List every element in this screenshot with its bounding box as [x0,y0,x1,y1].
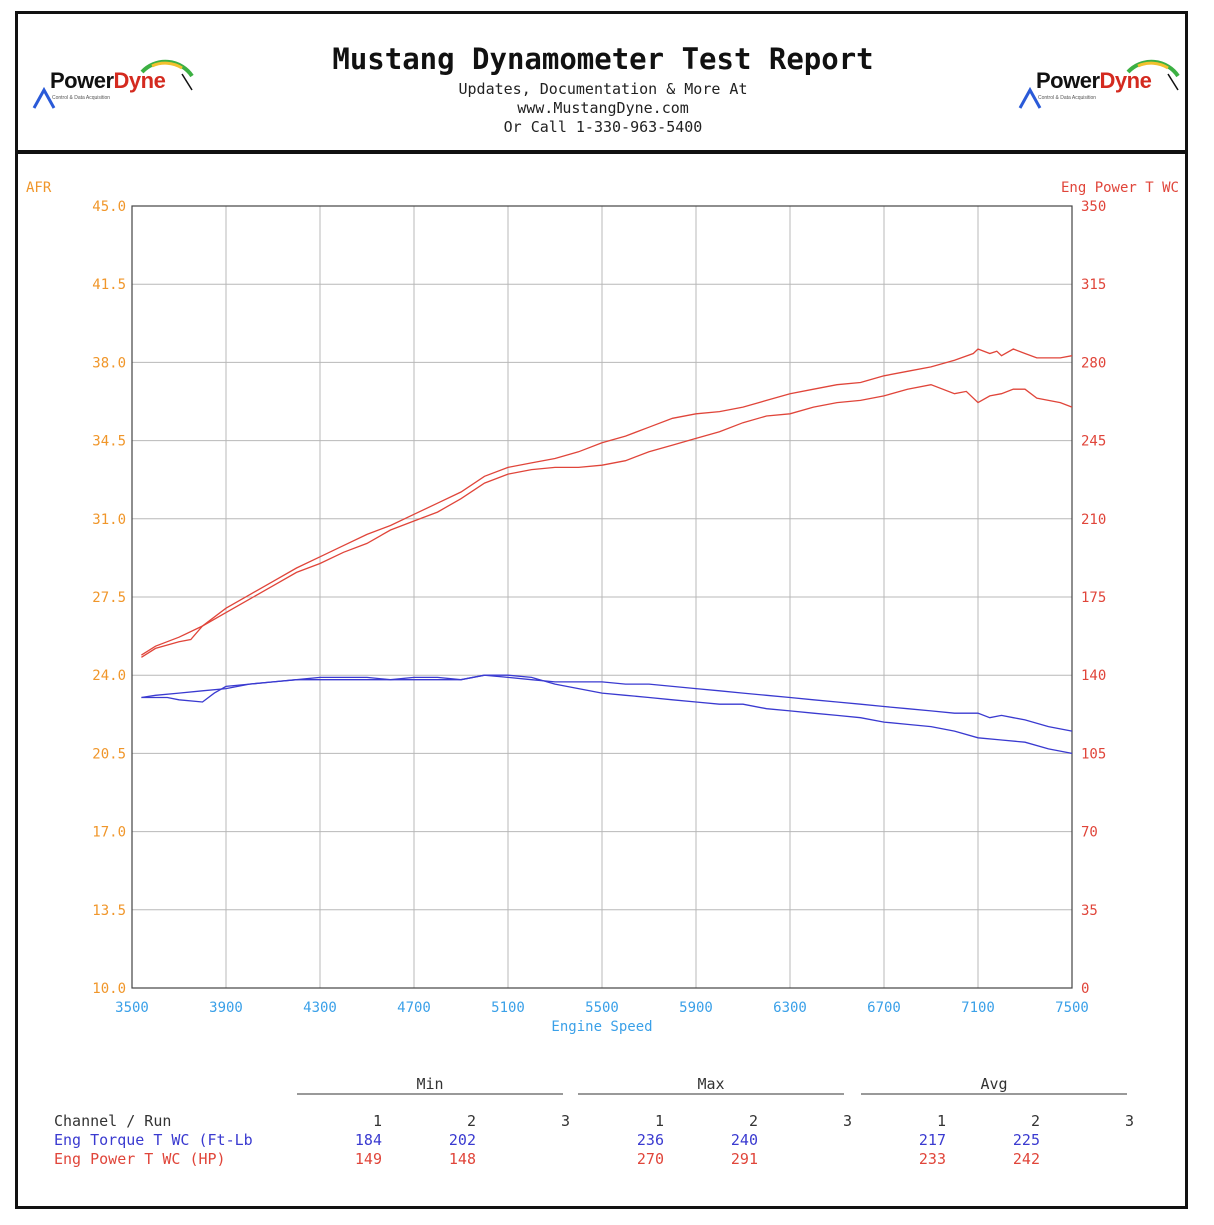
torque-line-run-2 [141,674,1073,732]
left-tick-label: 45.0 [92,199,126,215]
x-tick-label: 5100 [491,1000,525,1016]
report-header: PowerDyne Control & Data Acquisition Mus… [18,14,1188,154]
x-tick-label: 4700 [397,1000,431,1016]
right-tick-label: 280 [1081,355,1106,371]
header-line-1: Updates, Documentation & More At [458,80,748,98]
left-tick-label: 41.5 [92,277,126,293]
right-tick-label: 175 [1081,590,1106,606]
report-title: Mustang Dynamometer Test Report [332,42,874,76]
logo-text: PowerDyne [50,68,166,93]
x-tick-label: 6300 [773,1000,807,1016]
logo-emblem-icon [32,59,194,109]
plot-area [131,205,1073,989]
power-line-run-2 [141,348,1073,658]
right-axis-label: Eng Power T WC [1061,180,1179,196]
x-tick-label: 3900 [209,1000,243,1016]
header-phone: Or Call 1-330-963-5400 [503,118,703,136]
x-tick-label: 7100 [961,1000,995,1016]
logo-tagline: Control & Data Acquisition [1038,95,1097,101]
right-tick-label: 105 [1081,746,1106,762]
right-tick-label: 245 [1081,434,1106,450]
logo-emblem-icon [1018,59,1180,109]
x-tick-label: 6700 [867,1000,901,1016]
x-axis-label: Engine Speed [551,1019,652,1035]
powerdyne-logo-left: PowerDyne Control & Data Acquisition [32,56,207,116]
left-tick-label: 34.5 [92,434,126,450]
right-tick-label: 350 [1081,199,1106,215]
left-axis-label: AFR [26,180,52,196]
right-tick-label: 35 [1081,903,1098,919]
left-tick-label: 20.5 [92,746,126,762]
chart-grid [131,205,1073,989]
left-tick-label: 24.0 [92,668,126,684]
dyno-chart: 3500 3900 4300 4700 5100 5500 5900 6300 6700 7100… [26,180,1179,1035]
x-tick-label: 5900 [679,1000,713,1016]
right-tick-label: 140 [1081,668,1106,684]
left-tick-label: 27.5 [92,590,126,606]
left-tick-label: 13.5 [92,903,126,919]
x-tick-label: 5500 [585,1000,619,1016]
x-tick-label: 4300 [303,1000,337,1016]
x-tick-label: 7500 [1055,1000,1089,1016]
right-tick-label: 70 [1081,825,1098,841]
logo-text: PowerDyne [1036,68,1152,93]
chart-series [141,348,1073,755]
left-tick-label: 17.0 [92,825,126,841]
right-tick-label: 0 [1081,981,1089,997]
torque-line-run-1 [141,674,1073,755]
right-tick-label: 210 [1081,512,1106,528]
chart-ticks: 3500 3900 4300 4700 5100 5500 5900 6300 6700 7100… [92,199,1106,1016]
power-line-run-1 [141,384,1073,656]
header-website: www.MustangDyne.com [517,99,689,117]
left-tick-label: 31.0 [92,512,126,528]
powerdyne-logo-right: PowerDyne Control & Data Acquisition [1018,56,1193,116]
right-tick-label: 315 [1081,277,1106,293]
x-tick-label: 3500 [115,1000,149,1016]
left-tick-label: 10.0 [92,981,126,997]
logo-tagline: Control & Data Acquisition [52,95,111,101]
left-tick-label: 38.0 [92,355,126,371]
